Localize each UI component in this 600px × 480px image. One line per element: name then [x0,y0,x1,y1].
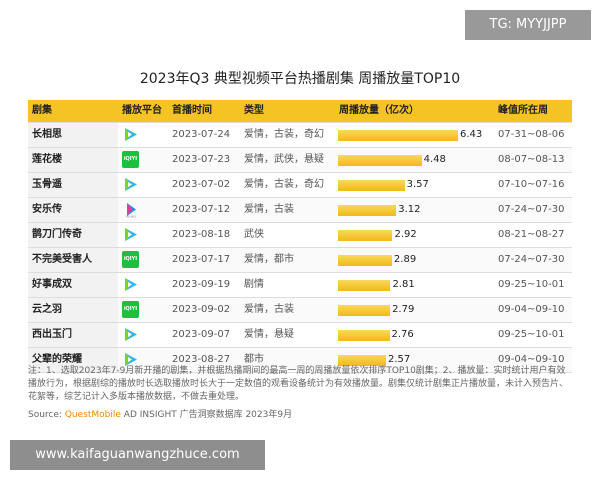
svg-text:YOUKU: YOUKU [125,215,135,219]
source-brand: QuestMobile [64,410,121,420]
header-cell: 播放平台 [122,105,162,116]
header-cell: 首播时间 [172,105,212,116]
header-cell: 周播放量（亿次） [339,105,419,116]
: 爱情，悬疑 [244,329,294,340]
header-cell: 剧集 [32,105,52,116]
note: 注：1、选取2023年7-9月新开播的剧集，并根据热播期间的最高一周的周播放量依… [28,366,569,402]
: 爱情，古装，奇幻 [244,179,324,190]
iqiyi-logo: iQIYI [122,251,139,268]
genre-cell: 2023-08-18 [172,229,231,240]
bar [338,155,422,166]
source: Source: QuestMobile AD INSIGHT 广告洞察数据库 2… [28,407,292,420]
table-row: 不完美受害人 iQIYI 2023-07-17 爱情，都市 07-24~07-30 2.8… [28,248,572,273]
bar [338,180,405,191]
value-label: 2.57 [387,354,411,365]
value-label: 2.76 [391,329,414,340]
peak-cell: 09-25~10-01 [498,279,565,290]
: 都市 [244,354,264,365]
source-text: AD INSIGHT 广告洞察数据库 2023年9月 [123,410,293,420]
peak-cell: 07-31~08-06 [498,129,565,140]
: 爱情，古装 [244,204,294,215]
value-label: 2.81 [392,279,415,290]
peak-cell: 09-04~09-10 [498,354,565,365]
table-row: 云之羽 iQIYI 2023-09-02 爱情，古装 09-04~09-10 2.79 [28,298,572,323]
table-row: 好事成双 2023-09-19 剧情 09-25~10-01 2.81 [28,273,572,298]
: 爱情，古装 [244,304,294,315]
: 剧情 [244,279,264,290]
tencent-logo [122,276,139,293]
value-label: 2.79 [392,304,415,315]
tencent-logo [122,351,139,368]
title-cell: 不完美受害人 [28,248,118,272]
: 爱情，都市 [244,254,294,265]
title-cell: 安乐传 [28,198,118,222]
tencent-logo [122,226,139,243]
tencent-logo [122,326,139,343]
source-label: Source: [28,410,62,420]
title-cell: 好事成双 [28,273,118,297]
header-cell: 峰值所在周 [498,105,548,116]
peak-cell: 08-07~08-13 [498,154,565,165]
: 武侠 [244,229,264,240]
table: 剧集 播放平台 首播时间 类型 周播放量（亿次） 峰值所在周长相思 2023-07-24 爱情… [28,100,572,373]
table-row: 父辈的荣耀 2023-08-27 都市 09-04~09-10 2.57 [28,348,572,373]
title-cell: 长相思 [28,123,118,147]
bar [338,305,391,316]
value-label: 3.57 [406,179,429,190]
peak-cell: 09-25~10-01 [498,329,565,340]
genre-cell: 2023-07-12 [172,204,231,215]
peak-cell: 09-04~09-10 [498,304,565,315]
value-label: 3.12 [398,204,421,215]
genre-cell: 2023-07-23 [172,154,231,165]
bar [338,205,397,216]
bar [338,355,386,366]
value-label: 4.48 [423,154,446,165]
tencent-logo [122,126,139,143]
genre-cell: 2023-09-19 [172,279,231,290]
bar [338,280,391,291]
value-label: 6.43 [460,129,483,140]
genre-cell: 2023-09-07 [172,329,231,340]
peak-cell: 07-10~07-16 [498,179,565,190]
peak-cell: 07-24~07-30 [498,204,565,215]
bar [338,330,390,341]
tencent-logo [122,176,139,193]
genre-cell: 2023-07-17 [172,254,231,265]
table-row: 莲花楼 iQIYI 2023-07-23 爱情，武侠，悬疑 08-07~08-13 4.4… [28,148,572,173]
title-cell: 云之羽 [28,298,118,322]
genre-cell: 2023-07-24 [172,129,231,140]
iqiyi-logo: iQIYI [122,301,139,318]
value-label: 2.89 [393,254,417,265]
: 爱情，古装，奇幻 [244,129,324,140]
title-cell: 鹊刀门传奇 [28,223,118,247]
table-row: 鹊刀门传奇 2023-08-18 武侠 08-21~08-27 2.92 [28,223,572,248]
header-cell: 类型 [244,105,264,116]
title-cell: 莲花楼 [28,148,118,172]
peak-cell: 07-24~07-30 [498,254,565,265]
bar [338,230,393,241]
header-row: 剧集 播放平台 首播时间 类型 周播放量（亿次） 峰值所在周 [28,100,572,123]
table-row: 西出玉门 2023-09-07 爱情，悬疑 09-25~10-01 2.76 [28,323,572,348]
bar [338,130,458,141]
genre-cell: 2023-09-02 [172,304,231,315]
title: 2023年Q3 典型视频平台热播剧集 周播放量TOP10 [139,71,461,87]
table-row: 长相思 2023-07-24 爱情，古装，奇幻 07-31~08-06 6.43 [28,123,572,148]
badge: TG: MYYJJPP [465,10,591,40]
genre-cell: 2023-08-27 [172,354,231,365]
title-cell: 玉骨遥 [28,173,118,197]
title-cell: 西出玉门 [28,323,118,347]
watermark: www.kaifaguanwangzhuce.com [10,440,265,470]
bar [338,255,392,266]
peak-cell: 08-21~08-27 [498,229,565,240]
: 爱情，武侠，悬疑 [244,154,324,165]
value-label: 2.92 [394,229,417,240]
genre-cell: 2023-07-02 [172,179,231,190]
table-row: 安乐传 YOUKU 2023-07-12 爱情，古装 07-24~07-30 3.12 [28,198,572,223]
youku-logo: YOUKU [122,201,139,219]
title-cell: 父辈的荣耀 [28,348,118,372]
table-row: 玉骨遥 2023-07-02 爱情，古装，奇幻 07-10~07-16 3.57 [28,173,572,198]
iqiyi-logo: iQIYI [122,151,139,168]
